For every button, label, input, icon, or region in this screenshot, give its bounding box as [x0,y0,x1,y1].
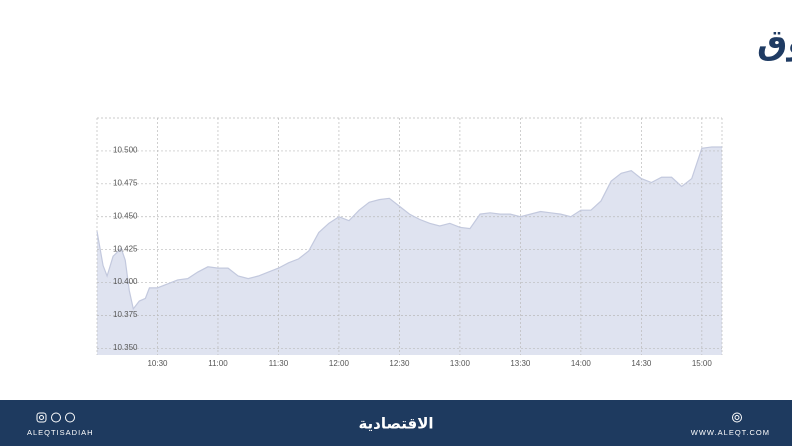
y-tick-label: 10.400 [113,277,138,286]
line [96,146,722,311]
x-tick-label: 14:00 [571,359,592,368]
x-tick-label: 15:00 [692,359,713,368]
x-tick-label: 11:30 [269,359,289,368]
footer-website: WWW.ALEQT.COM [691,428,770,437]
y-tick-label: 10.375 [113,310,138,319]
x-tick-label: 12:30 [389,359,410,368]
chart-title: مؤشر السوق [757,23,792,63]
social-icons [36,412,742,423]
x-tick-label: 14:30 [631,359,652,368]
x-tick-label: 13:30 [510,359,531,368]
y-tick-label: 10.500 [113,146,138,155]
y-tick-label: 10.350 [113,343,138,352]
y-tick-label: 10.450 [113,211,138,220]
y-tick-label: 10.475 [113,178,138,187]
footer-brand: الاقتصادية [358,415,433,433]
x-tick-label: 12:00 [329,359,350,368]
x-tick-label: 13:00 [450,359,471,368]
x-tick-label: 11:00 [208,359,228,368]
x-tick-label: 10:30 [147,359,168,368]
footer-handle: ALEQTISADIAH [27,428,94,437]
area-fill [97,146,722,355]
footer-bar [0,400,792,446]
y-tick-label: 10.425 [113,244,138,253]
plot [96,117,723,355]
